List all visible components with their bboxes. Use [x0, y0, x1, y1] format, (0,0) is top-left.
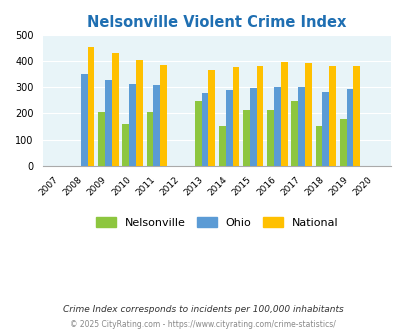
Bar [304, 63, 311, 166]
Bar [98, 112, 105, 166]
Bar [249, 88, 256, 166]
Bar [87, 47, 94, 166]
Title: Nelsonville Violent Crime Index: Nelsonville Violent Crime Index [87, 15, 346, 30]
Bar [322, 92, 328, 166]
Bar [194, 101, 201, 166]
Bar [352, 66, 359, 166]
Bar [280, 62, 287, 166]
Bar [243, 110, 249, 166]
Bar [346, 89, 352, 166]
Bar [136, 60, 143, 166]
Bar [339, 119, 346, 166]
Bar [146, 112, 153, 166]
Text: © 2025 CityRating.com - https://www.cityrating.com/crime-statistics/: © 2025 CityRating.com - https://www.city… [70, 320, 335, 329]
Bar [111, 53, 118, 166]
Bar [315, 126, 322, 166]
Bar [266, 110, 273, 166]
Bar [122, 124, 129, 166]
Bar [129, 83, 136, 166]
Text: Crime Index corresponds to incidents per 100,000 inhabitants: Crime Index corresponds to incidents per… [62, 305, 343, 314]
Bar [81, 74, 87, 166]
Bar [225, 90, 232, 166]
Bar [291, 101, 298, 166]
Bar [328, 66, 335, 166]
Bar [232, 67, 239, 166]
Legend: Nelsonville, Ohio, National: Nelsonville, Ohio, National [92, 213, 342, 232]
Bar [208, 70, 215, 166]
Bar [160, 64, 166, 166]
Bar [256, 66, 263, 166]
Bar [105, 80, 111, 166]
Bar [219, 126, 225, 166]
Bar [201, 93, 208, 166]
Bar [298, 87, 304, 166]
Bar [273, 87, 280, 166]
Bar [153, 85, 160, 166]
